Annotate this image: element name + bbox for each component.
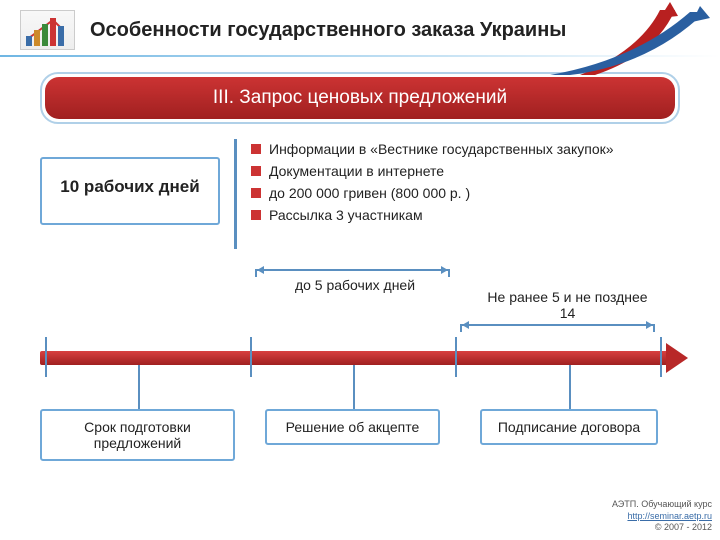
mid-section: 10 рабочих дней Информации в «Вестнике г… bbox=[40, 139, 680, 249]
bullet-square-icon bbox=[251, 210, 261, 220]
timeline-tick bbox=[455, 337, 457, 377]
timeline-tick bbox=[250, 337, 252, 377]
timeline-tick bbox=[45, 337, 47, 377]
footer-line1: АЭТП. Обучающий курс bbox=[612, 499, 712, 509]
stage-connector bbox=[569, 365, 571, 409]
timeline-arrow-bar bbox=[40, 351, 675, 365]
duration-summary-box: 10 рабочих дней bbox=[40, 157, 220, 225]
duration-label: Не ранее 5 и не позднее 14 bbox=[480, 289, 655, 321]
timeline-tick bbox=[660, 337, 662, 377]
bullet-text: Рассылка 3 участникам bbox=[269, 207, 423, 223]
bullet-item: Рассылка 3 участникам bbox=[251, 207, 680, 223]
vertical-divider bbox=[234, 139, 237, 249]
footer-copyright: © 2007 - 2012 bbox=[655, 522, 712, 532]
bullet-text: до 200 000 гривен (800 000 р. ) bbox=[269, 185, 470, 201]
slide-header: Особенности государственного заказа Укра… bbox=[0, 0, 720, 55]
duration-label: до 5 рабочих дней bbox=[275, 277, 435, 293]
bullet-square-icon bbox=[251, 166, 261, 176]
stage-box: Решение об акцепте bbox=[265, 409, 440, 445]
duration-bracket bbox=[255, 269, 450, 271]
bullet-item: Информации в «Вестнике государственных з… bbox=[251, 141, 680, 157]
slide-title: Особенности государственного заказа Укра… bbox=[90, 18, 566, 42]
stage-box: Подписание договора bbox=[480, 409, 658, 445]
bullet-square-icon bbox=[251, 144, 261, 154]
duration-bracket bbox=[460, 324, 655, 326]
footer: АЭТП. Обучающий курс http://seminar.aetp… bbox=[612, 499, 712, 534]
footer-link[interactable]: http://seminar.aetp.ru bbox=[627, 511, 712, 521]
bullet-text: Информации в «Вестнике государственных з… bbox=[269, 141, 614, 157]
section-3-title: III. Запрос ценовых предложений bbox=[45, 77, 675, 119]
stage-connector bbox=[353, 365, 355, 409]
bullet-text: Документации в интернете bbox=[269, 163, 444, 179]
section-3-panel: III. Запрос ценовых предложений bbox=[40, 72, 680, 124]
swoosh-decoration bbox=[540, 0, 720, 75]
stage-connector bbox=[138, 365, 140, 409]
bullet-list: Информации в «Вестнике государственных з… bbox=[251, 139, 680, 249]
stage-box: Срок подготовки предложений bbox=[40, 409, 235, 461]
logo-chart-icon bbox=[20, 10, 75, 50]
bullet-item: Документации в интернете bbox=[251, 163, 680, 179]
bullet-square-icon bbox=[251, 188, 261, 198]
bullet-item: до 200 000 гривен (800 000 р. ) bbox=[251, 185, 680, 201]
timeline: до 5 рабочих дней Не ранее 5 и не позднее… bbox=[40, 259, 680, 459]
timeline-arrow-head-icon bbox=[666, 343, 688, 373]
